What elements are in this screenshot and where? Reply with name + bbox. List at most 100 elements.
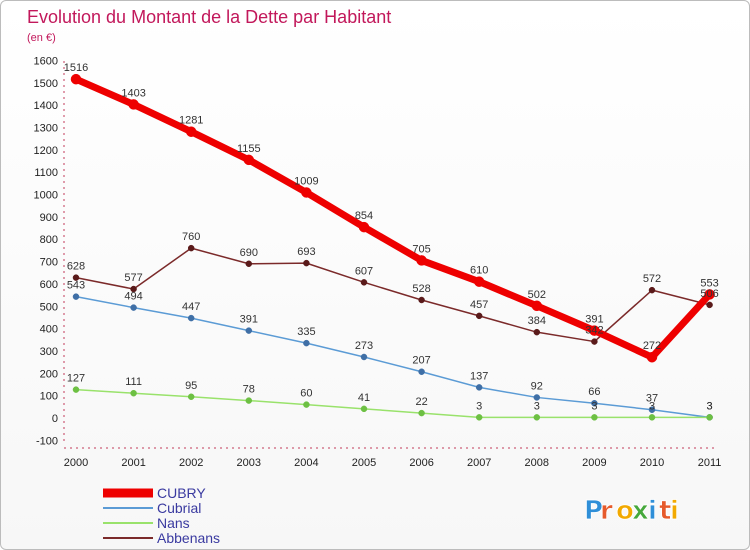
data-point-nans	[72, 386, 80, 393]
data-label-cubry: 1009	[294, 175, 318, 187]
data-label-abbenans: 506	[700, 288, 718, 300]
data-point-abbenans	[706, 301, 713, 309]
y-tick-label: 1000	[34, 190, 58, 202]
data-label-abbenans: 528	[412, 283, 430, 295]
data-label-cubrial: 335	[297, 326, 315, 338]
data-point-cubry	[646, 351, 658, 363]
data-labels-layer: 1516 1403 1281 1155 1009 854 705 610 502 391 272 55…	[64, 62, 719, 412]
data-label-cubry: 272	[643, 340, 661, 352]
data-label-nans: 3	[476, 400, 482, 412]
data-point-nans	[591, 414, 598, 421]
chart-title: Evolution du Montant de la Dette par Hab…	[27, 7, 391, 27]
legend-label-abbenans: Abbenans	[157, 530, 220, 546]
data-point-nans	[418, 409, 425, 417]
y-tick-label: 1400	[34, 100, 58, 112]
x-tick-label: 2003	[237, 457, 261, 469]
data-point-cubrial	[475, 384, 483, 391]
x-tick-label: 2009	[582, 457, 606, 469]
data-label-nans: 3	[649, 400, 655, 412]
data-label-nans: 3	[591, 400, 597, 412]
data-label-cubry: 553	[700, 277, 718, 289]
data-label-abbenans: 607	[355, 265, 373, 277]
x-tick-label: 2004	[294, 457, 318, 469]
x-tick-label: 2005	[352, 457, 376, 469]
data-point-cubry	[704, 289, 715, 300]
y-tick-label: 800	[40, 234, 58, 246]
data-label-abbenans: 628	[67, 261, 85, 273]
data-label-abbenans: 577	[124, 272, 142, 284]
data-label-cubrial: 207	[412, 355, 430, 367]
data-point-abbenans	[360, 279, 368, 286]
data-point-nans	[706, 414, 713, 421]
x-tick-label: 2007	[467, 457, 491, 469]
series-line-cubrial	[75, 295, 711, 419]
y-tick-label: 200	[40, 368, 58, 380]
data-label-cubry: 391	[585, 314, 603, 326]
y-tick-label: -100	[36, 435, 58, 447]
data-label-abbenans: 572	[643, 273, 661, 285]
x-tick-label: 2000	[64, 457, 88, 469]
data-label-cubry: 1281	[179, 115, 203, 127]
data-point-cubrial	[533, 394, 541, 401]
x-tick-label: 2002	[179, 457, 203, 469]
data-point-abbenans	[418, 296, 425, 304]
data-label-nans: 3	[534, 400, 540, 412]
data-label-cubry: 705	[412, 243, 430, 255]
data-label-cubrial: 494	[124, 291, 142, 303]
data-point-cubrial	[648, 406, 656, 413]
data-point-nans	[533, 414, 541, 421]
data-label-nans: 22	[415, 396, 427, 408]
series-line-cubry	[72, 75, 714, 361]
y-tick-label: 1300	[34, 122, 58, 134]
data-point-cubry	[185, 126, 197, 137]
data-label-cubry: 854	[355, 210, 373, 222]
proxiti-logo: Pr ox i ti	[584, 496, 680, 527]
legend-label-cubrial: Cubrial	[157, 500, 201, 516]
data-point-cubrial	[187, 314, 195, 322]
legend-label-cubry: CUBRY	[157, 485, 206, 501]
data-label-abbenans: 693	[297, 246, 315, 258]
data-point-abbenans	[187, 244, 195, 252]
data-point-abbenans	[130, 285, 137, 293]
x-tick-label: 2011	[698, 457, 722, 469]
data-point-cubry	[473, 276, 485, 287]
logo-letter: i	[648, 496, 657, 526]
data-point-nans	[648, 414, 656, 421]
data-point-nans	[245, 397, 253, 404]
data-point-nans	[187, 393, 195, 401]
data-point-cubrial	[72, 293, 80, 300]
data-point-cubrial	[360, 353, 368, 361]
y-tick-label: 400	[40, 324, 58, 336]
y-tick-label: 700	[40, 257, 58, 269]
data-point-nans	[475, 414, 483, 421]
data-point-nans	[303, 401, 310, 408]
data-label-abbenans: 342	[585, 325, 603, 337]
logo-letter: i	[670, 496, 679, 526]
data-label-cubrial: 447	[182, 301, 200, 313]
data-point-abbenans	[648, 286, 656, 294]
data-point-cubry	[70, 73, 82, 85]
data-label-cubrial: 66	[588, 386, 600, 398]
y-tick-label: 0	[52, 413, 58, 425]
data-label-cubrial: 92	[531, 380, 543, 392]
data-label-cubry: 502	[528, 289, 546, 301]
data-label-cubry: 610	[470, 265, 488, 277]
data-label-cubrial: 137	[470, 370, 488, 382]
data-label-nans: 127	[67, 373, 85, 385]
y-tick-label: 1200	[34, 145, 58, 157]
data-label-nans: 95	[185, 380, 197, 392]
legend-label-nans: Nans	[157, 515, 190, 531]
data-point-cubrial	[418, 368, 425, 375]
data-point-cubry	[531, 300, 543, 312]
x-tick-label: 2001	[121, 457, 145, 469]
y-tick-label: 1100	[34, 167, 58, 179]
y-tick-label: 600	[40, 279, 58, 291]
data-point-abbenans	[591, 338, 598, 345]
data-label-abbenans: 690	[240, 247, 258, 259]
data-point-cubrial	[591, 399, 598, 407]
series-layer	[70, 73, 715, 421]
data-label-abbenans: 457	[470, 299, 488, 311]
data-label-nans: 111	[125, 376, 142, 388]
